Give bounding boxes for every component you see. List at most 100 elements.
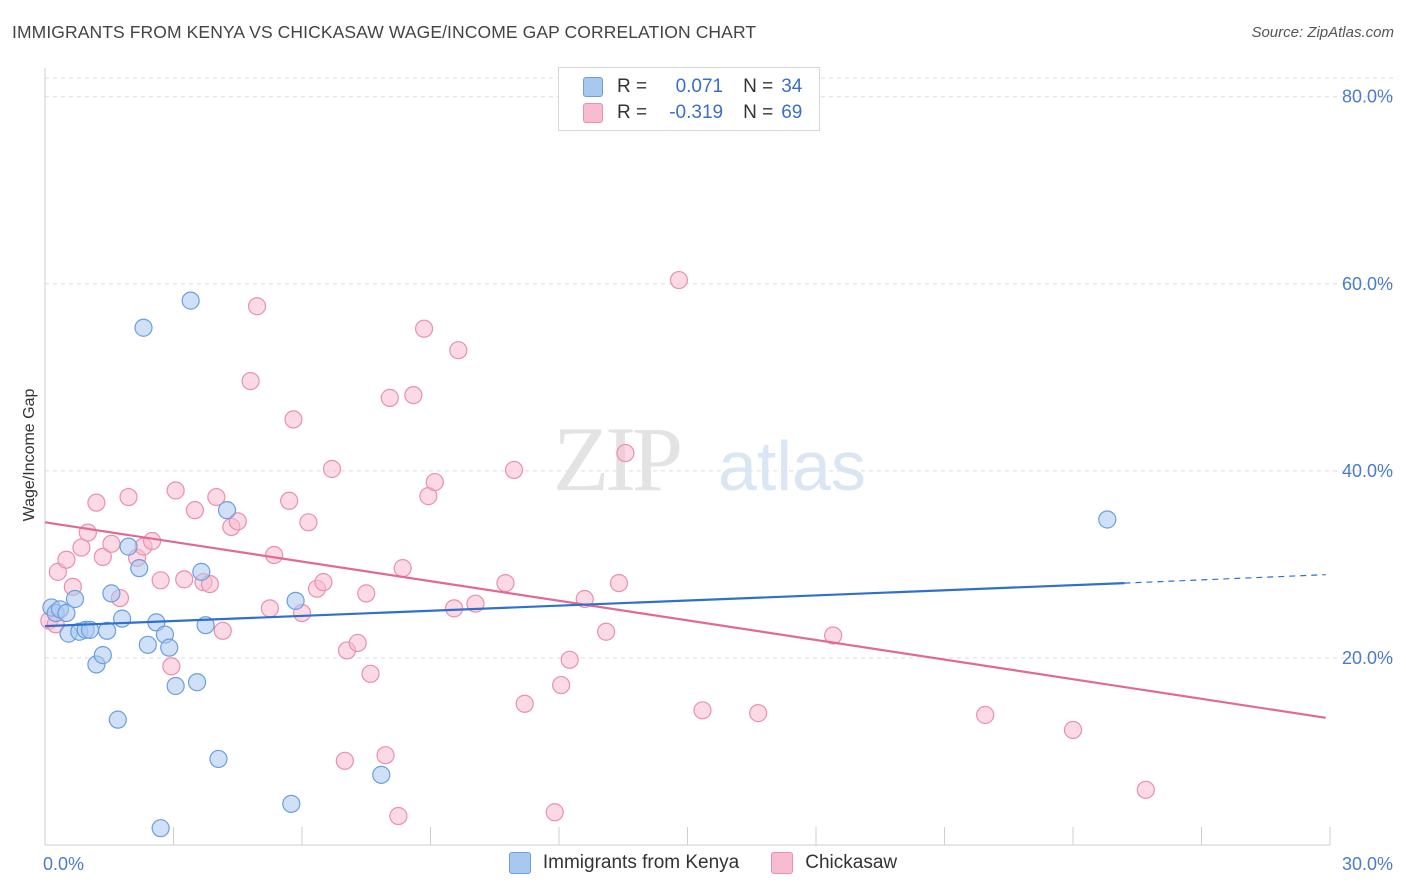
legend-item-chickasaw: Chickasaw	[771, 852, 897, 874]
chickasaw-point	[228, 512, 247, 531]
y-tick-label: 60.0%	[1342, 274, 1393, 294]
chickasaw-point	[504, 460, 524, 480]
chickasaw-point	[93, 547, 112, 567]
chickasaw-point	[357, 584, 376, 603]
chickasaw-point	[241, 371, 260, 391]
kenya-point	[187, 673, 207, 692]
chickasaw-point	[496, 573, 515, 593]
kenya-point	[151, 819, 170, 838]
kenya-trend-extension	[1124, 574, 1326, 584]
kenya-points	[42, 291, 1117, 838]
chickasaw-point	[976, 705, 995, 725]
kenya-point	[119, 537, 138, 556]
kenya-point	[108, 710, 127, 729]
chickasaw-point	[693, 701, 712, 720]
chickasaw-points	[40, 270, 1155, 826]
chickasaw-point	[552, 675, 571, 695]
kenya-point	[138, 635, 157, 654]
kenya-point	[112, 609, 132, 628]
chickasaw-point	[166, 481, 185, 500]
chickasaw-point	[142, 531, 162, 551]
kenya-point	[217, 501, 237, 520]
chickasaw-point	[78, 523, 97, 542]
chickasaw-point	[87, 493, 106, 512]
chickasaw-point	[389, 806, 408, 826]
legend-swatch-chickasaw	[583, 103, 603, 123]
legend-swatch-chickasaw	[771, 852, 794, 874]
chickasaw-point	[393, 559, 412, 578]
chickasaw-point	[1136, 780, 1155, 799]
chickasaw-point	[609, 573, 629, 593]
legend-row-chickasaw: R = -0.319 N = 69	[583, 101, 802, 125]
legend-n-value: 69	[781, 102, 803, 123]
series-legend: Immigrants from Kenya Chickasaw	[0, 852, 1406, 874]
chickasaw-point	[162, 657, 181, 676]
chickasaw-point	[72, 538, 91, 557]
legend-n-label: N =	[743, 76, 774, 97]
y-tick-label: 20.0%	[1342, 648, 1393, 668]
kenya-point	[372, 765, 391, 784]
kenya-point	[1098, 510, 1117, 529]
chickasaw-point	[669, 270, 689, 290]
kenya-point	[181, 291, 200, 310]
chickasaw-point	[314, 573, 333, 592]
y-axis-label: Wage/Income Gap	[21, 389, 38, 522]
tick-labels: 20.0% 40.0% 60.0% 80.0% 0.0% 30.0%	[43, 87, 1393, 874]
y-tick-label: 40.0%	[1342, 461, 1393, 481]
chickasaw-point	[425, 472, 444, 492]
chickasaw-point	[119, 487, 138, 507]
chickasaw-point	[207, 487, 226, 507]
legend-r-value: 0.071	[675, 76, 724, 97]
chickasaw-point	[1063, 720, 1083, 740]
chickasaw-point	[322, 459, 342, 479]
watermark-zip: ZIP	[553, 408, 680, 510]
x-tick-label: 0.0%	[43, 854, 84, 874]
kenya-point	[102, 584, 121, 603]
watermark: ZIP atlas	[553, 408, 866, 510]
legend-r-value: -0.319	[669, 102, 724, 123]
legend-n-label: N =	[743, 102, 774, 123]
chickasaw-point	[102, 534, 121, 553]
chickasaw-point	[213, 621, 232, 640]
kenya-point	[286, 591, 305, 610]
legend-n-value: 34	[781, 76, 803, 97]
chickasaw-point	[414, 319, 434, 338]
chickasaw-point	[749, 704, 768, 723]
x-tick-label: 30.0%	[1342, 854, 1393, 874]
kenya-point	[65, 589, 85, 609]
chickasaw-point	[444, 599, 464, 618]
correlation-legend: R = 0.071 N = 34 R = -0.319 N = 69	[558, 67, 820, 131]
kenya-point	[166, 676, 185, 696]
chickasaw-point	[560, 650, 579, 669]
chickasaw-trend-line	[44, 521, 1326, 719]
chickasaw-point	[57, 550, 76, 569]
chickasaw-point	[151, 571, 170, 590]
chickasaw-point	[616, 443, 635, 463]
chickasaw-point	[380, 388, 399, 407]
chickasaw-point	[348, 633, 367, 653]
kenya-point	[93, 646, 112, 665]
legend-r-label: R =	[617, 102, 648, 123]
kenya-trend-line	[44, 581, 1125, 628]
kenya-point	[209, 749, 228, 769]
legend-label-kenya: Immigrants from Kenya	[542, 852, 740, 873]
legend-swatch-kenya	[508, 852, 531, 874]
chickasaw-point	[404, 385, 423, 405]
chickasaw-point	[280, 491, 299, 510]
legend-row-kenya: R = 0.071 N = 34	[583, 75, 802, 99]
chickasaw-point	[335, 751, 354, 770]
trend-lines	[44, 521, 1326, 719]
chickasaw-point	[260, 599, 279, 618]
chickasaw-point	[515, 694, 534, 713]
source-credit: Source: ZipAtlas.com	[1251, 24, 1394, 41]
kenya-point	[98, 621, 117, 640]
chickasaw-point	[299, 513, 318, 532]
chickasaw-point	[449, 341, 468, 360]
legend-item-kenya: Immigrants from Kenya	[508, 852, 740, 874]
legend-r-label: R =	[617, 76, 648, 97]
kenya-point	[57, 603, 76, 623]
chickasaw-point	[545, 803, 564, 822]
legend-label-chickasaw: Chickasaw	[805, 852, 898, 873]
chickasaw-point	[175, 570, 194, 589]
